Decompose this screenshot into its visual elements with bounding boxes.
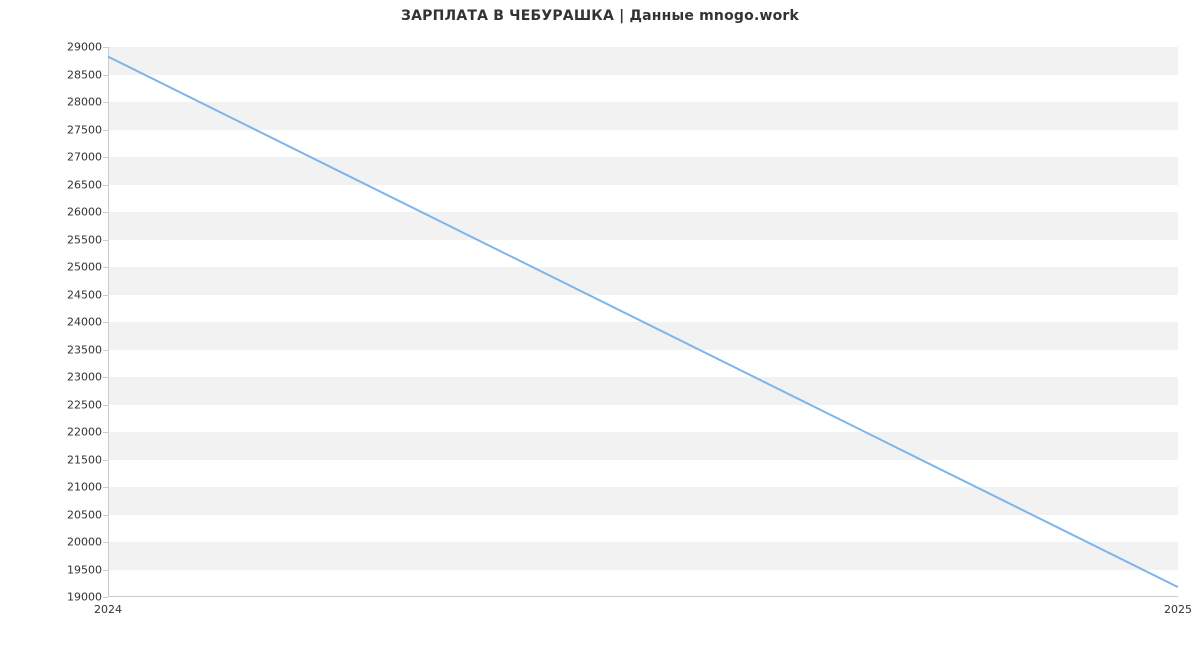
y-tick-label: 22000 [67, 426, 102, 439]
y-tick-label: 26500 [67, 178, 102, 191]
y-tick-label: 24500 [67, 288, 102, 301]
y-tick-label: 24000 [67, 316, 102, 329]
y-tick-label: 29000 [67, 41, 102, 54]
y-tick-mark [103, 130, 108, 131]
y-tick-label: 23000 [67, 371, 102, 384]
y-tick-mark [103, 542, 108, 543]
salary-chart: ЗАРПЛАТА В ЧЕБУРАШКА | Данные mnogo.work… [0, 0, 1200, 650]
y-tick-mark [103, 405, 108, 406]
series-line-salary [108, 57, 1178, 587]
y-tick-label: 19000 [67, 591, 102, 604]
y-tick-label: 19500 [67, 563, 102, 576]
y-tick-mark [103, 432, 108, 433]
y-tick-mark [103, 102, 108, 103]
y-tick-mark [103, 350, 108, 351]
y-tick-label: 25500 [67, 233, 102, 246]
y-tick-mark [103, 185, 108, 186]
y-tick-label: 25000 [67, 261, 102, 274]
y-tick-mark [103, 460, 108, 461]
x-tick-label: 2024 [94, 603, 122, 616]
y-tick-mark [103, 377, 108, 378]
plot-area: 1900019500200002050021000215002200022500… [108, 47, 1178, 597]
y-tick-mark [103, 295, 108, 296]
y-tick-mark [103, 75, 108, 76]
y-tick-label: 21500 [67, 453, 102, 466]
y-tick-label: 28000 [67, 96, 102, 109]
y-tick-mark [103, 240, 108, 241]
chart-title: ЗАРПЛАТА В ЧЕБУРАШКА | Данные mnogo.work [0, 8, 1200, 24]
y-tick-mark [103, 47, 108, 48]
y-tick-label: 21000 [67, 481, 102, 494]
y-tick-mark [103, 487, 108, 488]
y-tick-label: 26000 [67, 206, 102, 219]
y-tick-mark [103, 597, 108, 598]
y-tick-label: 22500 [67, 398, 102, 411]
y-tick-label: 20000 [67, 536, 102, 549]
y-tick-label: 27500 [67, 123, 102, 136]
y-tick-label: 27000 [67, 151, 102, 164]
y-tick-label: 23500 [67, 343, 102, 356]
y-tick-label: 28500 [67, 68, 102, 81]
y-tick-mark [103, 515, 108, 516]
y-tick-mark [103, 322, 108, 323]
y-tick-mark [103, 570, 108, 571]
y-tick-label: 20500 [67, 508, 102, 521]
y-tick-mark [103, 157, 108, 158]
x-tick-label: 2025 [1164, 603, 1192, 616]
y-tick-mark [103, 267, 108, 268]
line-layer [108, 47, 1178, 597]
y-tick-mark [103, 212, 108, 213]
